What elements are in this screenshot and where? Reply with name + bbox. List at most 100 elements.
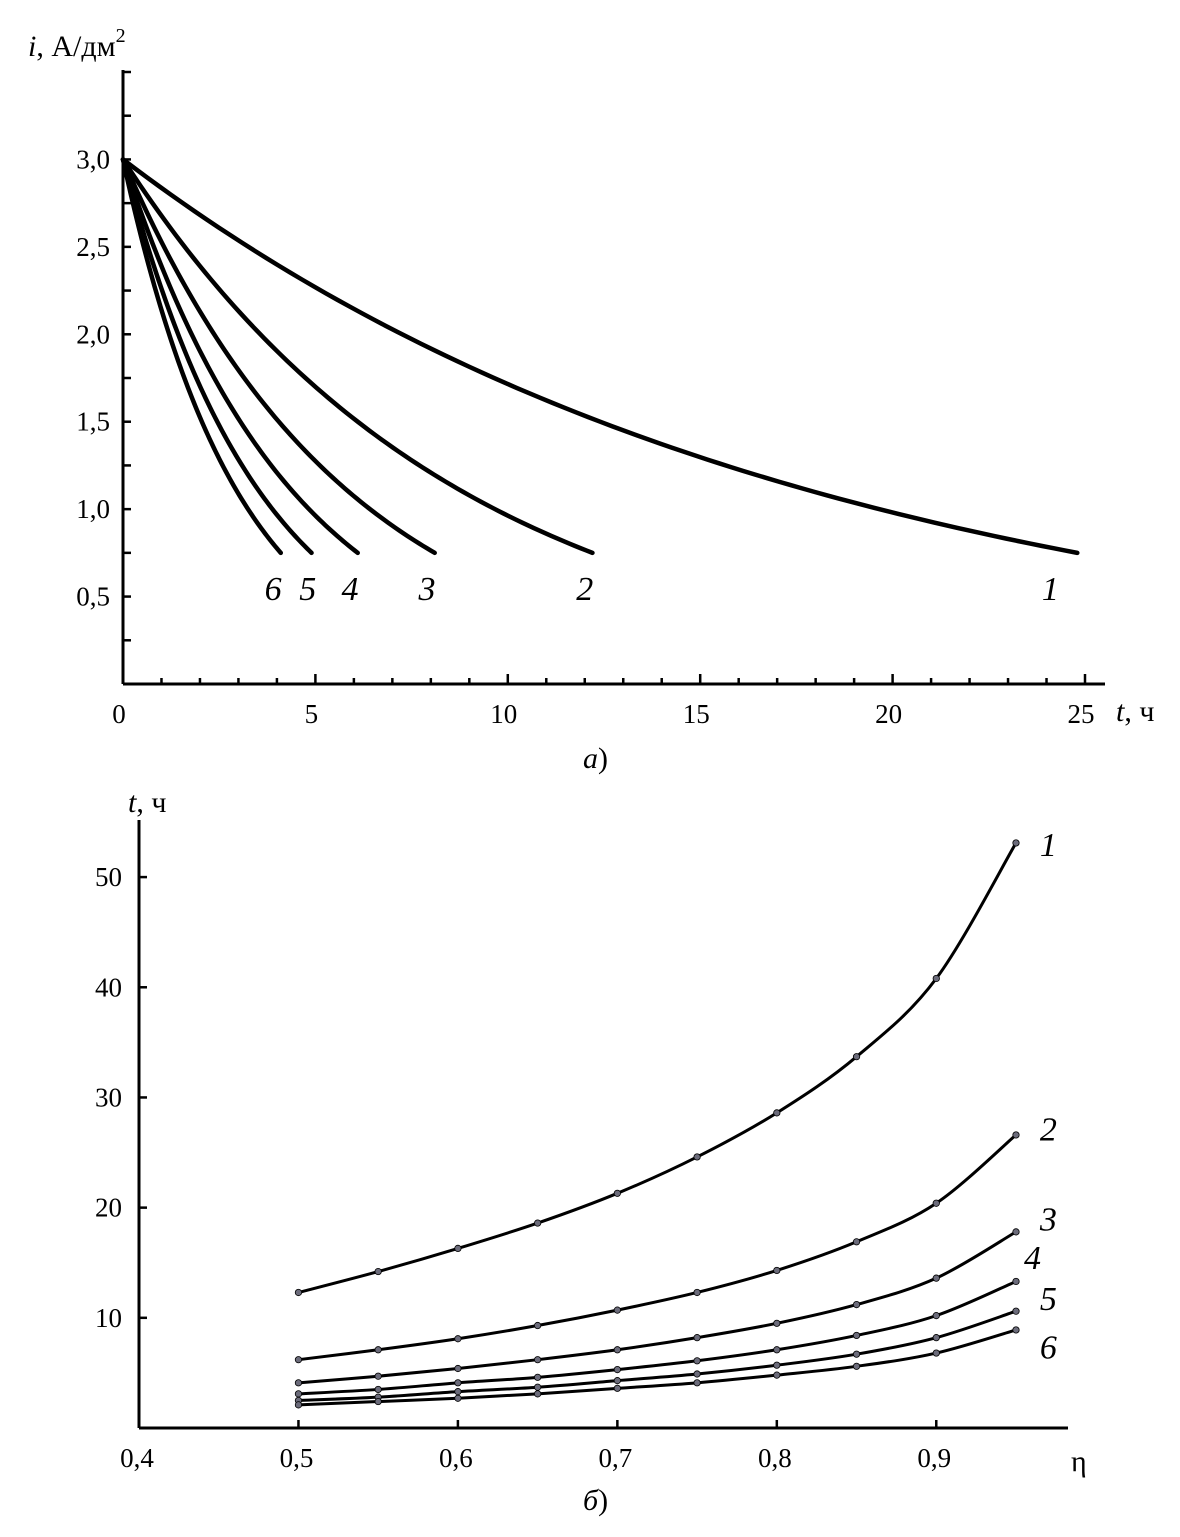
panel-b-point-2 (295, 1356, 301, 1362)
panel-b-y-tick-label: 20 (95, 1193, 122, 1223)
panel-a-curve-1 (123, 159, 1077, 552)
panel-b-point-4 (455, 1380, 461, 1386)
panel-a-curve-label-6: 6 (265, 571, 282, 608)
panel-a-y-var: i (28, 30, 36, 63)
panel-b-curve-label-6: 6 (1040, 1329, 1057, 1366)
panel-b-point-6 (933, 1350, 939, 1356)
panel-b-point-3 (774, 1320, 780, 1326)
panel-b-x-tick-label: 0,9 (917, 1443, 951, 1473)
panel-a-curve-label-4: 4 (342, 571, 359, 608)
panel-b-point-3 (375, 1373, 381, 1379)
panel-b-y-tick-label: 40 (95, 972, 122, 1002)
panel-a-curve-3 (123, 159, 435, 552)
panel-b-point-3 (933, 1275, 939, 1281)
panel-b-time-vs-efficiency: 10 20 30 40 50 0,4 0,5 0,6 0,7 0,8 0,9 1 2 34 5 6 t, … (95, 786, 1087, 1517)
panel-b-point-1 (375, 1268, 381, 1274)
panel-b-point-2 (534, 1322, 540, 1328)
panel-a-y-unit-sup: 2 (116, 25, 126, 47)
panel-b-point-5 (853, 1351, 859, 1357)
panel-b-curve-2 (298, 1135, 1016, 1360)
panel-a-y-tick-label: 0,5 (76, 582, 110, 612)
panel-a-x-tick-labels: 0 5 10 15 20 25 (112, 699, 1094, 729)
panel-b-point-6 (1013, 1327, 1019, 1333)
panel-b-x-tick-label: 0,6 (439, 1443, 473, 1473)
panel-a-x-axis-title: t, ч (1116, 695, 1154, 728)
panel-b-point-2 (774, 1267, 780, 1273)
panel-a-y-tick-label: 2,0 (76, 319, 110, 349)
panel-a-curve-label-1: 1 (1042, 571, 1059, 608)
panel-b-point-3 (694, 1334, 700, 1340)
panel-b-y-tick-label: 50 (95, 862, 122, 892)
panel-b-x-tick-label: 0,4 (120, 1443, 154, 1473)
panel-b-point-3 (1013, 1229, 1019, 1235)
panel-b-point-1 (774, 1110, 780, 1116)
panel-b-point-1 (1013, 840, 1019, 846)
panel-a-curve-label-5: 5 (299, 571, 316, 608)
panel-b-point-5 (694, 1371, 700, 1377)
panel-b-point-4 (614, 1366, 620, 1372)
panel-b-point-2 (853, 1239, 859, 1245)
panel-a-x-unit: , ч (1124, 695, 1154, 728)
panel-a-curve-2 (123, 159, 592, 552)
panel-b-y-axis-title: t, ч (128, 786, 166, 819)
panel-a-y-tick-label: 3,0 (76, 144, 110, 174)
panel-a-y-tick-labels: 0,5 1,0 1,5 2,0 2,5 3,0 (76, 144, 110, 611)
panel-b-point-1 (853, 1053, 859, 1059)
panel-b-point-5 (534, 1384, 540, 1390)
panel-b-point-1 (614, 1190, 620, 1196)
panel-b-point-1 (534, 1220, 540, 1226)
panel-b-curve-label-3: 3 (1039, 1202, 1057, 1239)
panel-b-point-4 (933, 1312, 939, 1318)
panel-b-point-3 (614, 1347, 620, 1353)
panel-a-y-tick-label: 2,5 (76, 232, 110, 262)
panel-b-point-5 (933, 1334, 939, 1340)
panel-a-x-tick-label: 10 (490, 699, 517, 729)
panel-b-point-3 (853, 1301, 859, 1307)
panel-b-point-6 (455, 1395, 461, 1401)
panel-b-x-tick-label: 0,7 (598, 1443, 632, 1473)
panel-b-point-6 (774, 1372, 780, 1378)
panel-b-y-tick-labels: 1020304050 (95, 862, 122, 1333)
panel-b-caption: б) (583, 1484, 608, 1517)
panel-b-point-6 (853, 1363, 859, 1369)
panel-b-point-4 (295, 1391, 301, 1397)
panel-b-point-6 (295, 1402, 301, 1408)
panel-b-y-unit: , ч (136, 786, 166, 819)
panel-a-x-tick-label: 15 (683, 699, 710, 729)
panel-b-curve-6 (298, 1330, 1016, 1405)
panel-a-y-tick-label: 1,5 (76, 407, 110, 437)
panel-b-point-1 (295, 1289, 301, 1295)
panel-b-curve-1 (298, 843, 1016, 1293)
panel-b-caption-letter: б (583, 1484, 599, 1517)
panel-a-y-unit: , А/дм (36, 30, 115, 63)
panel-b-point-4 (853, 1332, 859, 1338)
panel-b-point-1 (455, 1245, 461, 1251)
panel-b-point-3 (455, 1365, 461, 1371)
panel-b-point-1 (933, 975, 939, 981)
panel-b-point-3 (295, 1380, 301, 1386)
panel-a-x-tick-label: 5 (305, 699, 319, 729)
panel-a-curve-label-2: 2 (576, 571, 593, 608)
panel-b-curve-labels: 1 2 34 5 6 (1024, 827, 1057, 1366)
panel-b-point-3 (534, 1356, 540, 1362)
panel-b-point-6 (694, 1380, 700, 1386)
panel-b-point-5 (455, 1388, 461, 1394)
panel-b-point-6 (375, 1398, 381, 1404)
panel-b-curve-label-2: 2 (1040, 1111, 1057, 1148)
panel-a-y-axis-title: i, А/дм2 (28, 25, 126, 63)
panel-b-x-tick-label: 0,5 (280, 1443, 314, 1473)
panel-b-point-5 (614, 1377, 620, 1383)
panel-b-point-2 (933, 1200, 939, 1206)
panel-a-x-tick-label: 0 (112, 699, 126, 729)
panel-b-point-2 (694, 1289, 700, 1295)
panel-b-curves (298, 843, 1016, 1405)
panel-b-point-4 (694, 1358, 700, 1364)
panel-b-point-2 (1013, 1132, 1019, 1138)
panel-b-x-tick-label: 0,8 (758, 1443, 792, 1473)
panel-b-point-4 (774, 1347, 780, 1353)
panel-a-curve-labels: 1 2 3 456 (265, 571, 1059, 608)
panel-b-point-4 (534, 1374, 540, 1380)
panel-b-point-4 (375, 1386, 381, 1392)
